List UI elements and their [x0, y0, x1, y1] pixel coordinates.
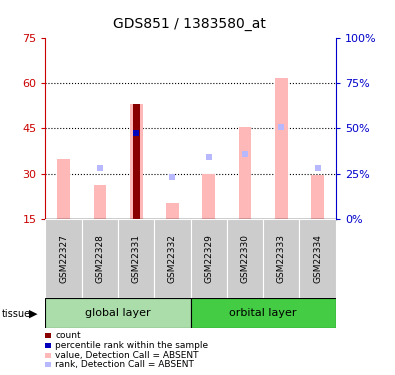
Text: GSM22332: GSM22332	[168, 234, 177, 283]
Bar	[45, 298, 190, 328]
Text: global layer: global layer	[85, 308, 151, 318]
Text: value, Detection Call = ABSENT: value, Detection Call = ABSENT	[55, 351, 199, 360]
Bar	[133, 104, 140, 219]
Text: GDS851 / 1383580_at: GDS851 / 1383580_at	[113, 17, 266, 32]
Text: GSM22330: GSM22330	[241, 234, 250, 283]
Bar	[118, 219, 154, 298]
Bar	[239, 127, 251, 219]
Text: GSM22334: GSM22334	[313, 234, 322, 283]
Text: GSM22329: GSM22329	[204, 234, 213, 283]
Bar	[45, 219, 82, 298]
Text: tissue: tissue	[2, 309, 31, 319]
Bar	[82, 219, 118, 298]
Bar	[263, 219, 299, 298]
Bar	[94, 184, 106, 219]
Bar	[190, 219, 227, 298]
Bar	[275, 78, 288, 219]
Bar	[311, 176, 324, 219]
Bar	[299, 219, 336, 298]
Text: GSM22333: GSM22333	[277, 234, 286, 283]
Bar	[227, 219, 263, 298]
Text: orbital layer: orbital layer	[229, 308, 297, 318]
Text: rank, Detection Call = ABSENT: rank, Detection Call = ABSENT	[55, 360, 194, 369]
Text: GSM22328: GSM22328	[95, 234, 104, 283]
Bar	[154, 219, 191, 298]
Bar	[166, 203, 179, 219]
Bar	[190, 298, 336, 328]
Text: GSM22331: GSM22331	[132, 234, 141, 283]
Bar	[57, 159, 70, 219]
Text: ▶: ▶	[29, 309, 38, 319]
Text: count: count	[55, 331, 81, 340]
Text: GSM22327: GSM22327	[59, 234, 68, 283]
Text: percentile rank within the sample: percentile rank within the sample	[55, 341, 209, 350]
Bar	[130, 104, 143, 219]
Bar	[202, 174, 215, 219]
